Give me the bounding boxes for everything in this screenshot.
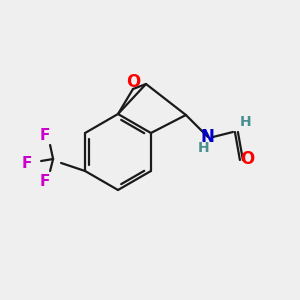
Text: O: O [240,150,254,168]
Text: F: F [22,155,32,170]
Text: F: F [40,173,50,188]
Text: H: H [198,141,210,155]
Text: H: H [240,115,252,129]
Text: N: N [201,128,215,146]
Text: F: F [40,128,50,142]
Text: O: O [126,73,140,91]
